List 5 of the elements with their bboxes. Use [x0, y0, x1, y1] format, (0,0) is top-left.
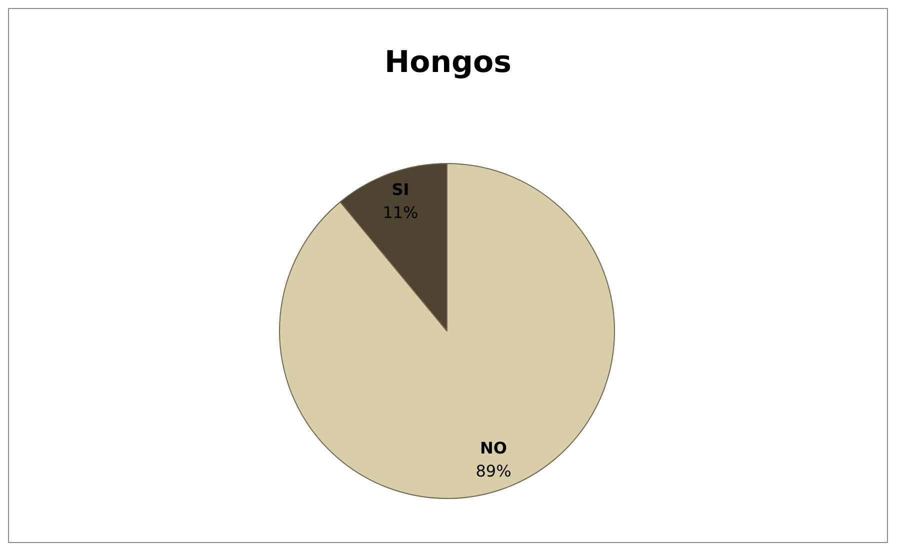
data-label: 89% [476, 461, 512, 480]
slice-label: SI [392, 180, 410, 199]
slice-label: NO [480, 438, 508, 458]
data-label: 11% [382, 202, 418, 222]
chart-title: Hongos [383, 45, 513, 80]
